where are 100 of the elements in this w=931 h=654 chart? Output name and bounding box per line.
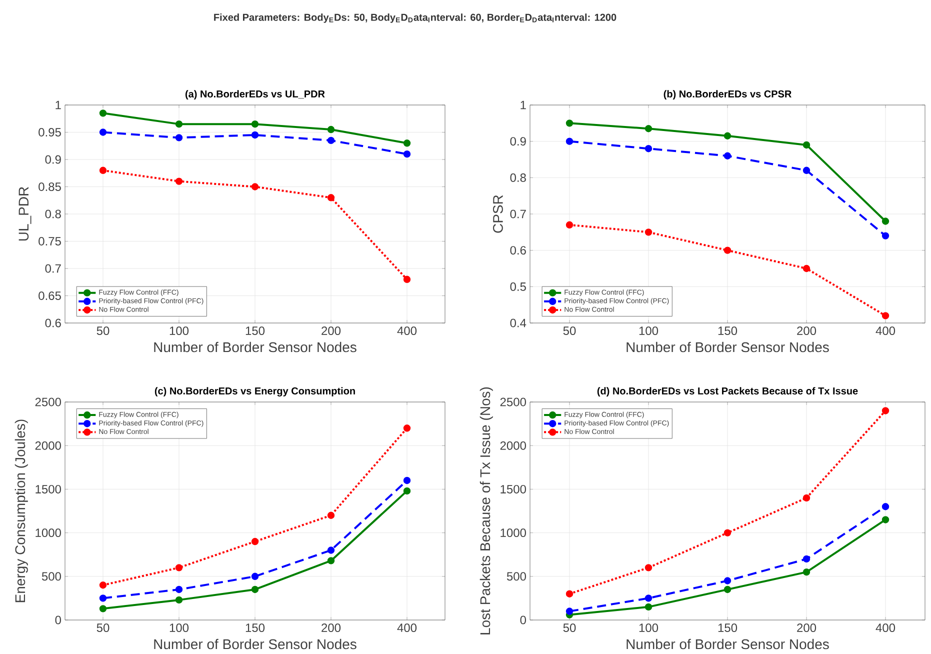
point <box>724 577 732 584</box>
y-tick-label: 0.9 <box>510 137 526 146</box>
point <box>566 590 574 598</box>
point <box>724 132 732 140</box>
point <box>99 166 107 174</box>
point <box>802 141 810 149</box>
x-tick-label: 150 <box>246 624 265 632</box>
y-tick-label: 0.9 <box>45 155 61 164</box>
x-tick-label: 150 <box>718 624 738 632</box>
y-tick-label: 0.75 <box>38 237 61 246</box>
y-tick-label: 0.85 <box>38 182 61 191</box>
point <box>403 476 411 484</box>
y-axis-title: CPSR <box>493 195 503 233</box>
y-tick-label: 500 <box>506 572 526 581</box>
point <box>175 586 183 594</box>
point <box>403 487 411 495</box>
x-tick-label: 400 <box>397 624 417 632</box>
y-tick-label: 1 <box>56 100 61 110</box>
chart-title: (c) No.BorderEDs vs Energy Consumption <box>154 387 355 396</box>
point <box>175 134 183 142</box>
x-axis-title: Number of Border Sensor Nodes <box>154 638 356 650</box>
y-tick-label: 2000 <box>500 441 526 450</box>
point <box>644 564 652 572</box>
y-tick-label: 0 <box>55 616 62 624</box>
y-tick-label: 0.7 <box>510 210 526 218</box>
y-tick-label: 0.95 <box>38 128 61 136</box>
x-tick-label: 100 <box>639 624 658 632</box>
point <box>566 138 574 145</box>
x-tick-label: 100 <box>170 326 189 336</box>
point <box>327 194 335 202</box>
point <box>175 596 183 604</box>
point <box>882 232 890 240</box>
x-tick-label: 150 <box>718 326 738 336</box>
point <box>251 120 259 128</box>
y-tick-label: 0.6 <box>45 318 61 328</box>
x-axis-title: Number of Border Sensor Nodes <box>626 638 829 650</box>
point <box>403 140 411 147</box>
point <box>403 424 411 432</box>
point <box>327 557 335 564</box>
y-tick-label: 1500 <box>500 484 526 494</box>
x-tick-label: 50 <box>96 326 110 336</box>
point <box>251 183 259 190</box>
y-tick-label: 0.4 <box>510 318 526 328</box>
chart-title: (b) No.BorderEDs vs CPSR <box>664 90 792 100</box>
point <box>327 126 335 134</box>
point <box>175 120 183 128</box>
y-tick-label: 0.6 <box>510 246 526 255</box>
point <box>882 218 890 225</box>
point <box>566 608 574 615</box>
point <box>327 546 335 554</box>
y-tick-label: 0.5 <box>510 282 526 291</box>
point <box>251 131 259 139</box>
x-tick-label: 400 <box>876 624 896 632</box>
point <box>724 246 732 254</box>
y-tick-label: 0.7 <box>45 264 61 273</box>
point <box>99 605 107 612</box>
chart-title: (a) No.BorderEDs vs UL_PDR <box>185 90 325 100</box>
y-tick-label: 0 <box>520 616 526 624</box>
y-tick-label: 0.8 <box>510 173 526 182</box>
y-tick-label: 1 <box>520 100 526 110</box>
point <box>724 529 732 536</box>
point <box>251 572 259 580</box>
point <box>644 125 652 132</box>
point <box>802 166 810 174</box>
y-tick-label: 2000 <box>35 441 61 450</box>
x-tick-label: 150 <box>246 326 265 336</box>
y-tick-label: 0.8 <box>45 210 61 218</box>
point <box>644 603 652 611</box>
point <box>644 594 652 602</box>
point <box>566 221 574 228</box>
y-tick-label: 1000 <box>500 528 526 538</box>
point <box>99 582 107 589</box>
x-tick-label: 50 <box>563 326 576 336</box>
chart-title: (d) No.BorderEDs vs Lost Packets Because of Tx Issue <box>597 387 858 396</box>
point <box>99 128 107 136</box>
y-tick-label: 1000 <box>36 528 61 538</box>
x-tick-label: 400 <box>876 326 896 336</box>
x-axis-title: Number of Border Sensor Nodes <box>154 342 356 352</box>
point <box>882 407 890 414</box>
point <box>802 494 810 502</box>
x-tick-label: 50 <box>563 624 576 632</box>
point <box>99 594 107 602</box>
point <box>566 120 574 127</box>
x-tick-label: 200 <box>797 326 816 336</box>
point <box>724 586 732 594</box>
point <box>99 110 107 117</box>
point <box>882 516 890 524</box>
x-tick-label: 200 <box>797 624 816 632</box>
y-tick-label: 0.65 <box>38 292 61 300</box>
point <box>251 586 259 594</box>
point <box>175 564 183 572</box>
point <box>882 503 890 510</box>
x-tick-label: 400 <box>397 326 417 336</box>
y-tick-label: 1500 <box>36 484 61 494</box>
y-tick-label: 500 <box>42 572 62 581</box>
point <box>327 136 335 144</box>
y-tick-label: 2500 <box>500 398 526 406</box>
point <box>251 538 259 546</box>
x-tick-label: 100 <box>170 624 189 632</box>
point <box>724 152 732 160</box>
